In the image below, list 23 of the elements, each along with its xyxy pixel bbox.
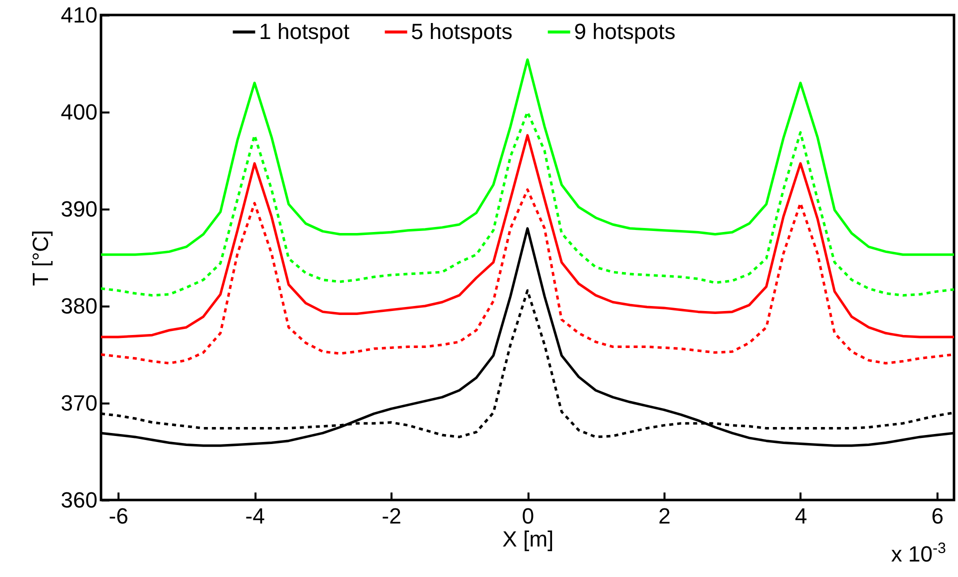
y-tick-label: 390 — [60, 196, 98, 222]
x-tick-label: 6 — [931, 504, 944, 528]
y-axis-title: T [°C] — [28, 230, 53, 286]
y-tick-label: 400 — [60, 100, 98, 124]
legend-label: 9 hotspots — [574, 19, 676, 44]
y-tick-label: 410 — [60, 2, 98, 28]
y-tick-label: 370 — [60, 390, 98, 416]
line-series — [101, 110, 954, 297]
line-series — [101, 58, 954, 256]
y-tick-label: 380 — [60, 294, 98, 318]
x-tick-label: -2 — [382, 504, 402, 528]
x-tick-label: -4 — [245, 504, 265, 528]
x-tick-label: -6 — [108, 504, 128, 528]
x-tick-label: 0 — [522, 504, 534, 528]
x-axis-title: X [m] — [502, 526, 554, 552]
line-series — [101, 134, 954, 338]
text: x 10$^{-3}$ — [891, 540, 946, 568]
line-series — [101, 188, 954, 364]
x-tick-label: 2 — [658, 504, 671, 528]
legend-label: 5 hotspots — [411, 19, 513, 44]
x-tick-label: 4 — [794, 504, 808, 528]
y-tick-label: 360 — [60, 488, 98, 512]
legend-label: 1 hotspot — [259, 19, 350, 44]
